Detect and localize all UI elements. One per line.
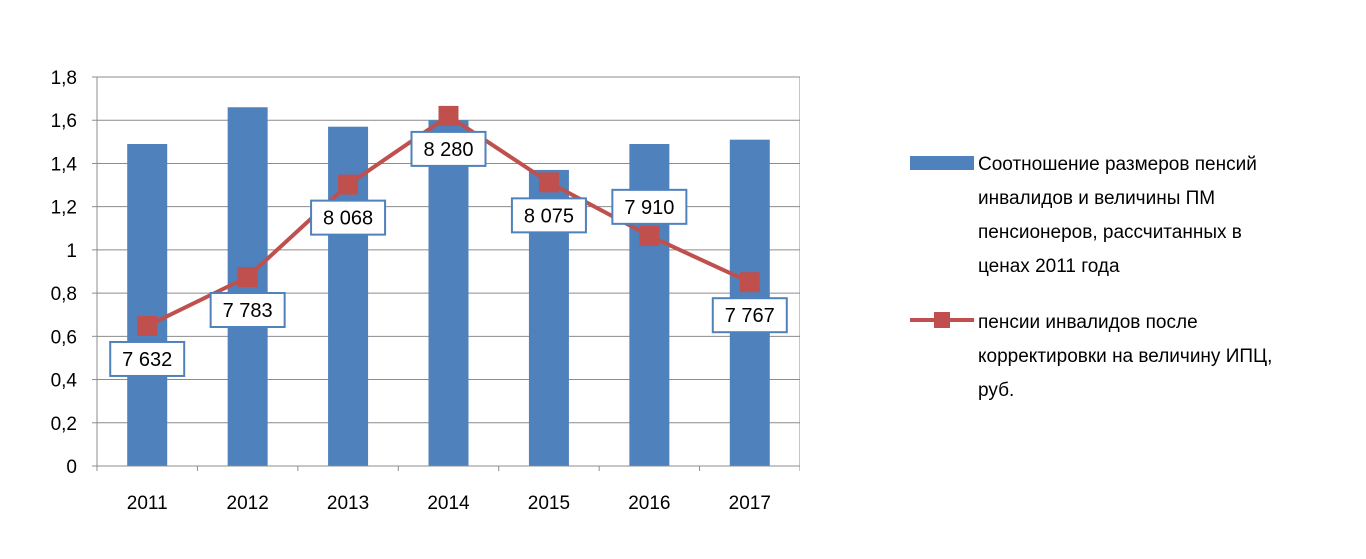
x-tick-label: 2013 bbox=[327, 493, 369, 514]
line-marker bbox=[237, 267, 258, 288]
legend-line-label-line: пенсии инвалидов после bbox=[978, 312, 1198, 333]
line-marker bbox=[137, 315, 158, 336]
data-label: 8 068 bbox=[323, 208, 373, 230]
legend: Соотношение размеров пенсий инвалидов и … bbox=[910, 148, 1350, 408]
line-marker bbox=[538, 172, 559, 193]
data-label-box bbox=[209, 292, 286, 329]
line-marker bbox=[338, 174, 359, 195]
line-marker bbox=[639, 225, 660, 246]
y-left-tick-label: 1,4 bbox=[51, 154, 78, 175]
y-left-tick-label: 0,4 bbox=[51, 371, 78, 392]
x-tick-label: 2011 bbox=[127, 493, 168, 514]
x-tick-label: 2016 bbox=[628, 493, 670, 514]
data-label: 8 075 bbox=[524, 205, 574, 227]
data-label: 7 783 bbox=[223, 300, 273, 322]
data-label: 7 910 bbox=[624, 197, 674, 219]
data-label-box bbox=[611, 188, 688, 225]
data-label-box bbox=[310, 199, 387, 236]
y-left-tick-label: 0,6 bbox=[51, 327, 77, 348]
data-label: 7 767 bbox=[725, 305, 775, 327]
legend-line-label: пенсии инвалидов после корректировки на … bbox=[978, 306, 1272, 408]
legend-item-line: пенсии инвалидов после корректировки на … bbox=[910, 306, 1350, 408]
y-left-tick-label: 1,8 bbox=[51, 68, 77, 89]
y-left-tick-label: 1,6 bbox=[51, 111, 77, 132]
data-label: 7 632 bbox=[122, 349, 172, 371]
line-marker bbox=[438, 105, 459, 126]
y-left-tick-label: 0 bbox=[66, 457, 77, 478]
x-tick-label: 2015 bbox=[528, 493, 570, 514]
legend-bar-label-line: инвалидов и величины ПМ bbox=[978, 188, 1216, 209]
data-label-box bbox=[410, 130, 487, 167]
data-label: 8 280 bbox=[423, 139, 473, 161]
data-label-box bbox=[109, 340, 186, 377]
legend-line-label-line: руб. bbox=[978, 380, 1015, 401]
legend-bar-label-line: ценах 2011 года bbox=[978, 256, 1120, 277]
legend-bar-label: Соотношение размеров пенсий инвалидов и … bbox=[978, 148, 1257, 284]
legend-line-swatch bbox=[910, 306, 978, 334]
y-left-tick-label: 0,8 bbox=[51, 284, 77, 305]
legend-bar-swatch bbox=[910, 148, 978, 176]
data-label-box bbox=[510, 197, 587, 234]
y-left-tick-label: 0,2 bbox=[51, 414, 77, 435]
x-tick-label: 2014 bbox=[427, 493, 470, 514]
legend-line-label-line: корректировки на величину ИПЦ, bbox=[978, 346, 1273, 367]
y-left-tick-label: 1,2 bbox=[51, 198, 77, 219]
legend-item-bar: Соотношение размеров пенсий инвалидов и … bbox=[910, 148, 1350, 284]
chart-plot: 00,20,40,60,811,21,41,61,872007400760078… bbox=[51, 68, 858, 514]
bar bbox=[127, 143, 168, 466]
x-tick-label: 2017 bbox=[729, 493, 771, 514]
data-label-box bbox=[711, 297, 788, 334]
legend-bar-label-line: пенсионеров, рассчитанных в bbox=[978, 222, 1242, 243]
legend-bar-label-line: Соотношение размеров пенсий bbox=[978, 154, 1257, 175]
x-tick-label: 2012 bbox=[227, 493, 269, 514]
bar bbox=[428, 120, 469, 466]
line-marker bbox=[739, 272, 760, 293]
y-left-tick-label: 1 bbox=[66, 241, 77, 262]
